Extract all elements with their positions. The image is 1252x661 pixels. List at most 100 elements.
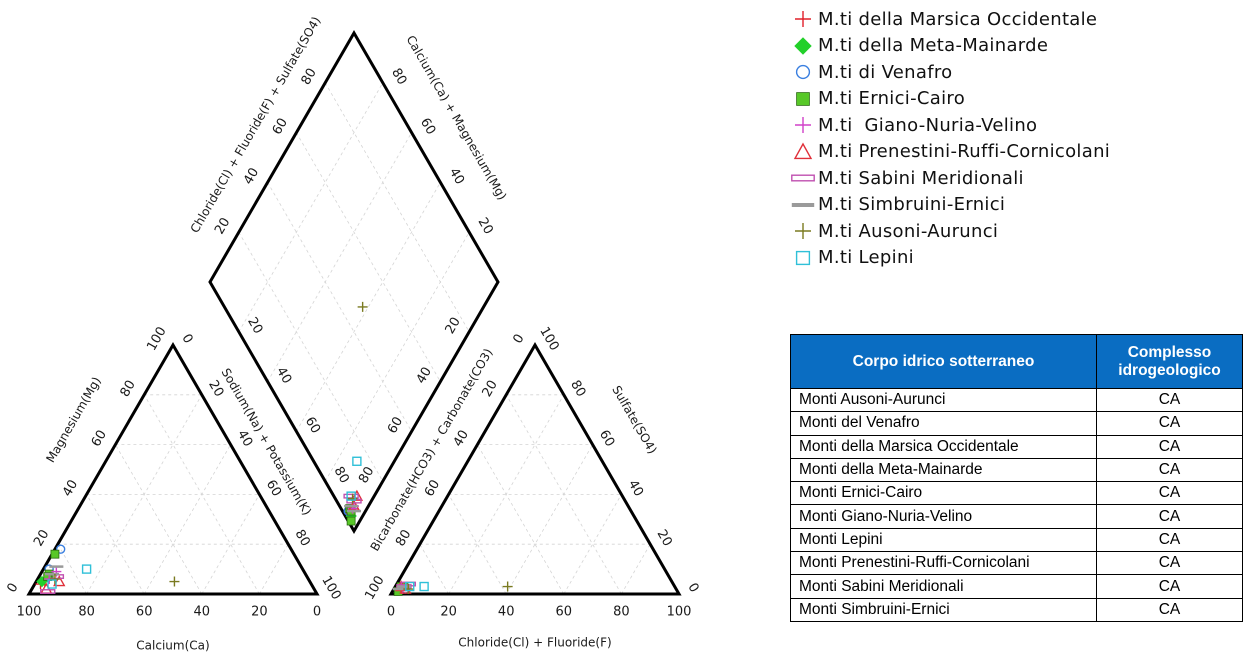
legend-item: M.ti Sabini Meridionali	[790, 165, 1190, 192]
diamond-ll-tick: 40	[273, 365, 294, 387]
legend-label: M.ti Ausoni-Aurunci	[818, 220, 999, 242]
table-row: Monti Ernici-Cairo CA	[790, 481, 1243, 506]
diamond-plot	[208, 30, 500, 534]
header-complesso: Complesso idrogeologico	[1096, 334, 1243, 389]
diamond-ul-tick: 80	[299, 66, 320, 88]
data-point	[795, 223, 811, 240]
diamond-ur-tick: 60	[417, 116, 438, 138]
cation-bottom-tick: 0	[313, 605, 321, 620]
table-row: Monti della Meta-Mainarde CA	[790, 457, 1243, 483]
legend-item: M.ti della Meta-Mainarde	[790, 33, 1190, 60]
legend-marker-icon	[793, 142, 813, 159]
grid-line	[259, 543, 289, 595]
grid-line	[324, 82, 470, 333]
legend-label: M.ti Prenestini-Ruffi-Cornicolani	[818, 141, 1111, 163]
grid-line	[477, 444, 565, 595]
chart-legend: M.ti della Marsica Occidentale M.ti della…	[790, 6, 1190, 271]
data-point	[40, 589, 56, 594]
grid-line	[505, 394, 622, 595]
table-cell: CA	[1096, 597, 1243, 622]
data-point	[343, 493, 359, 499]
anion-left-tick: 0	[510, 332, 527, 347]
diamond-ur-tick: 40	[446, 165, 467, 187]
data-point	[396, 585, 411, 588]
anion-triangle	[388, 342, 682, 596]
cation-right-tick: 80	[292, 527, 313, 549]
cation-bottom-tick: 60	[136, 605, 153, 620]
data-point	[344, 504, 359, 508]
data-point	[47, 579, 57, 589]
anion-right-tick: 80	[567, 378, 588, 400]
grid-line	[115, 444, 203, 595]
table-cell: CA	[1096, 481, 1243, 506]
table-cell: CA	[1096, 411, 1243, 436]
data-point	[795, 11, 811, 28]
data-point	[49, 565, 64, 568]
legend-marker-icon	[795, 11, 811, 28]
cation-bottom-axis-title: Calcium(Ca)	[136, 639, 209, 653]
legend-item: M.ti Giano-Nuria-Velino	[790, 112, 1190, 139]
anion-left-tick: 100	[362, 573, 387, 602]
data-point	[403, 584, 414, 595]
table-row: Monti Sabini Meridionali CA	[790, 574, 1243, 599]
cation-left-tick: 0	[4, 581, 21, 596]
grid-line	[563, 494, 622, 595]
table-row: Monti Prenestini-Ruffi-Cornicolani CA	[790, 551, 1243, 576]
legend-marker-icon	[795, 65, 811, 80]
grid-line	[324, 231, 470, 482]
aquifer-table: Corpo idrico sotterraneo Complesso idrog…	[790, 334, 1243, 622]
anion-right-tick: 40	[625, 477, 646, 499]
diamond-ll-tick: 60	[302, 414, 323, 436]
table-cell: CA	[1096, 434, 1243, 459]
anion-left-tick: 20	[480, 378, 501, 400]
diamond-ll-tick: 20	[244, 315, 265, 337]
plot-borders	[26, 30, 682, 596]
diamond-ul-tick: 40	[241, 165, 262, 187]
data-point	[350, 489, 364, 501]
data-point	[346, 516, 356, 526]
legend-marker-icon	[796, 91, 810, 106]
cation-left-tick: 60	[89, 428, 110, 450]
data-point	[791, 202, 815, 207]
diamond-ur-tick: 20	[475, 215, 496, 237]
legend-marker-icon	[791, 174, 815, 182]
cation-right-tick: 60	[263, 477, 284, 499]
table-cell: Monti Ausoni-Aurunci	[790, 387, 1097, 413]
cation-bottom-tick: 80	[78, 605, 95, 620]
table-cell: Monti Ernici-Cairo	[790, 481, 1097, 506]
series-group	[47, 456, 429, 592]
data-points	[35, 301, 513, 596]
anion-bottom-tick: 40	[498, 605, 515, 620]
grid-line	[143, 394, 260, 595]
data-point	[795, 250, 811, 265]
diamond-ll-tick: 80	[331, 464, 352, 486]
data-point	[419, 581, 429, 592]
grid-line	[86, 494, 145, 595]
table-cell: Monti della Marsica Occidentale	[790, 434, 1097, 459]
grid-line	[201, 494, 260, 595]
table-cell: CA	[1096, 387, 1243, 413]
legend-item: M.ti Lepini	[790, 245, 1190, 272]
legend-marker-icon	[795, 250, 811, 265]
cation-bottom-tick: 100	[17, 605, 42, 620]
data-point	[502, 581, 513, 592]
table-row: Monti Lepini CA	[790, 527, 1243, 553]
table-row: Monti Ausoni-Aurunci CA	[790, 387, 1243, 413]
data-point	[357, 301, 368, 312]
data-point	[347, 509, 361, 513]
table-cell: Monti Lepini	[790, 527, 1097, 553]
cation-right-tick: 100	[318, 573, 343, 602]
table-row: Monti del Venafro CA	[790, 411, 1243, 436]
data-point	[405, 581, 415, 592]
grid-line	[296, 132, 441, 382]
series-group	[43, 504, 409, 596]
grid-line	[267, 182, 412, 432]
cation-right-tick: 0	[178, 332, 195, 347]
legend-label: M.ti Ernici-Cairo	[818, 88, 966, 110]
diamond-ur-tick: 80	[388, 66, 409, 88]
cation-right-axis-title: Sodium(Na) + Potassium(K)	[219, 366, 315, 518]
anion-right-tick: 100	[536, 324, 561, 353]
legend-label: M.ti Simbruini-Ernici	[818, 194, 1006, 216]
table-cell: CA	[1096, 504, 1243, 529]
legend-item: M.ti Ernici-Cairo	[790, 86, 1190, 113]
